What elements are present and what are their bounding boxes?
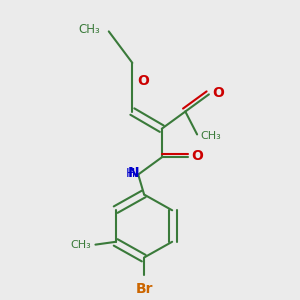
Text: Br: Br — [135, 282, 153, 296]
Text: CH₃: CH₃ — [200, 131, 221, 141]
Text: O: O — [137, 74, 148, 88]
Text: H: H — [126, 167, 135, 180]
Text: CH₃: CH₃ — [70, 240, 91, 250]
Text: O: O — [191, 149, 203, 163]
Text: N: N — [128, 166, 140, 180]
Text: O: O — [212, 86, 224, 100]
Text: CH₃: CH₃ — [78, 23, 100, 37]
